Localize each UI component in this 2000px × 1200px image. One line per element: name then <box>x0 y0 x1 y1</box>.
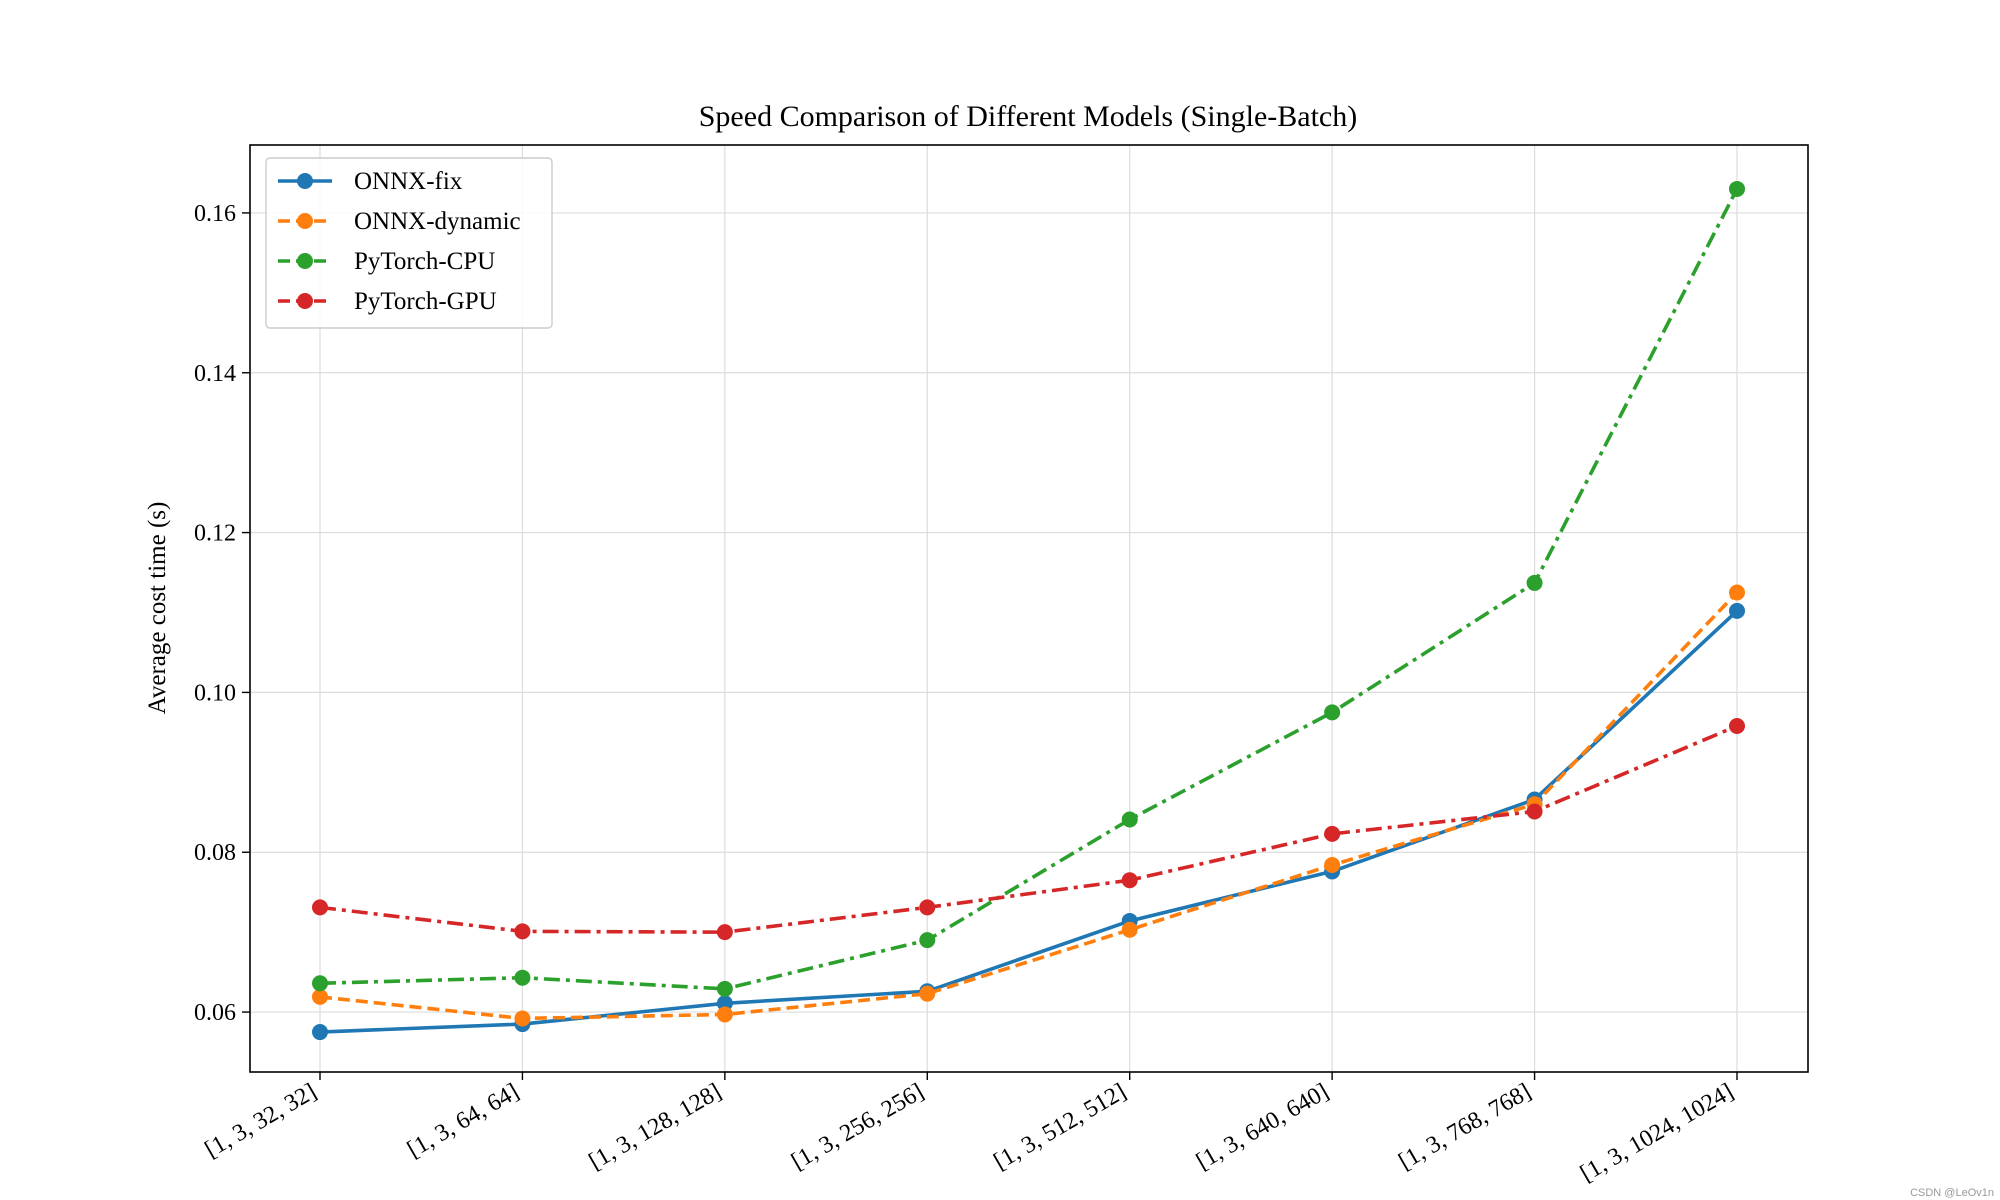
data-point <box>514 923 531 940</box>
data-point <box>514 969 531 986</box>
legend-marker <box>297 253 313 269</box>
x-tick-label: [1, 3, 640, 640] <box>1192 1079 1333 1176</box>
data-point <box>1324 825 1341 842</box>
plot-series <box>312 180 1745 1041</box>
legend-item: PyTorch-GPU <box>278 288 497 315</box>
legend-label: ONNX-fix <box>354 168 463 195</box>
data-point <box>919 985 936 1002</box>
data-point <box>1526 803 1543 820</box>
series-pytorch-gpu <box>312 717 1745 941</box>
data-point <box>1121 872 1138 889</box>
data-point <box>716 995 733 1012</box>
grid <box>250 145 1808 1072</box>
data-point <box>312 975 328 992</box>
data-point <box>514 1010 531 1027</box>
data-point <box>1729 602 1745 619</box>
legend-label: ONNX-dynamic <box>354 208 521 235</box>
y-tick-label: 0.16 <box>194 201 236 227</box>
data-point <box>919 932 936 949</box>
y-tick-label: 0.10 <box>194 680 236 706</box>
data-point <box>312 988 328 1005</box>
data-point <box>1526 574 1543 591</box>
watermark-text: CSDN @LeOv1n <box>1910 1187 1994 1199</box>
x-tick-label: [1, 3, 512, 512] <box>990 1079 1131 1176</box>
legend-item: ONNX-fix <box>278 168 463 195</box>
legend-marker <box>297 173 313 189</box>
axes: 0.06 0.08 0.10 0.12 0.14 0.16 [1, 3, 32, 32] [1… <box>194 201 1738 1187</box>
x-tick-label: [1, 3, 64, 64] <box>403 1079 523 1164</box>
y-axis-label: Average cost time (s) <box>144 502 171 715</box>
series-pytorch-cpu <box>312 180 1745 997</box>
data-point <box>1324 704 1341 721</box>
data-point <box>919 899 936 916</box>
legend-marker <box>297 293 313 309</box>
data-point <box>312 899 328 916</box>
legend-label: PyTorch-GPU <box>354 288 497 315</box>
x-tick-label: [1, 3, 256, 256] <box>787 1079 928 1176</box>
y-tick-label: 0.14 <box>194 361 236 387</box>
series-line <box>319 188 1739 991</box>
x-tick-label: [1, 3, 128, 128] <box>585 1079 726 1176</box>
data-point <box>1729 584 1745 601</box>
legend-marker <box>297 213 313 229</box>
x-tick-label: [1, 3, 1024, 1024] <box>1576 1079 1738 1188</box>
series-line <box>319 724 1738 934</box>
series-line <box>319 609 1739 1034</box>
plot-area-frame <box>249 144 1809 1073</box>
x-tick-label: [1, 3, 768, 768] <box>1394 1079 1535 1176</box>
y-tick-label: 0.06 <box>194 1000 236 1026</box>
data-point <box>716 924 733 941</box>
legend: ONNX-fix ONNX-dynamic PyTorch-CPU PyTorch-G… <box>265 157 553 329</box>
legend-item: ONNX-dynamic <box>278 208 521 235</box>
data-point <box>1729 180 1745 197</box>
data-point <box>1729 717 1745 734</box>
data-point <box>716 980 733 997</box>
data-point <box>1121 921 1138 938</box>
legend-item: PyTorch-CPU <box>278 248 495 275</box>
data-point <box>716 1006 733 1023</box>
x-tick-label: [1, 3, 32, 32] <box>201 1079 321 1164</box>
data-point <box>1121 811 1138 828</box>
data-point <box>1324 857 1341 874</box>
y-tick-label: 0.08 <box>194 840 236 866</box>
data-point <box>312 1024 328 1041</box>
y-tick-label: 0.12 <box>194 521 236 547</box>
chart-title: Speed Comparison of Different Models (Si… <box>699 100 1357 133</box>
legend-box <box>265 157 553 329</box>
legend-label: PyTorch-CPU <box>354 248 495 275</box>
